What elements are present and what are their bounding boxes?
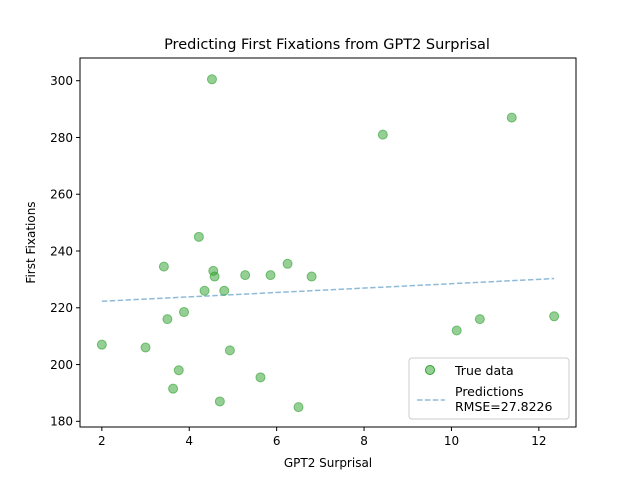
data-point-15 [224, 345, 235, 356]
data-layer [96, 74, 560, 413]
legend: True data Predictions RMSE=27.8226 [408, 357, 570, 420]
data-point-22 [377, 129, 388, 140]
legend-label-predictions: Predictions RMSE=27.8226 [455, 384, 553, 414]
data-point-26 [549, 311, 560, 322]
y-axis-label: First Fixations [24, 201, 38, 283]
y-tick-label-220: 220 [50, 301, 73, 315]
data-point-4 [162, 314, 173, 325]
data-point-9 [199, 285, 210, 296]
x-tick-label-10: 10 [444, 434, 459, 448]
data-point-17 [255, 372, 266, 383]
x-tick-label-6: 6 [273, 434, 281, 448]
x-tick-label-12: 12 [531, 434, 546, 448]
y-tick-label-180: 180 [50, 415, 73, 429]
x-tick-label-4: 4 [185, 434, 193, 448]
data-point-23 [451, 325, 462, 336]
axis-ticks: 2 4 6 8 10 12 180 200 220 240 260 280 300 [50, 74, 546, 448]
data-point-21 [306, 271, 317, 282]
prediction-line [101, 277, 555, 303]
data-point-20 [293, 402, 304, 413]
legend-label-predictions-line1: Predictions [455, 384, 524, 399]
data-point-16 [240, 270, 251, 281]
data-point-2 [140, 342, 151, 353]
data-point-18 [265, 270, 276, 281]
legend-marker-true-data [425, 365, 435, 375]
legend-label-predictions-line2: RMSE=27.8226 [455, 399, 553, 414]
data-point-7 [179, 307, 190, 318]
y-tick-label-260: 260 [50, 188, 73, 202]
y-tick-label-200: 200 [50, 358, 73, 372]
legend-label-true-data: True data [454, 363, 514, 378]
data-point-12 [209, 271, 220, 282]
data-point-13 [214, 396, 225, 407]
data-point-1 [96, 339, 107, 350]
x-tick-label-2: 2 [98, 434, 106, 448]
data-point-5 [168, 383, 179, 394]
data-point-8 [193, 231, 204, 242]
x-tick-label-8: 8 [360, 434, 368, 448]
y-tick-label-280: 280 [50, 131, 73, 145]
y-tick-label-240: 240 [50, 244, 73, 258]
data-point-24 [474, 314, 485, 325]
data-point-19 [282, 258, 293, 269]
data-point-3 [158, 261, 169, 272]
x-axis-label: GPT2 Surprisal [284, 456, 372, 470]
data-point-25 [506, 112, 517, 123]
y-tick-label-300: 300 [50, 74, 73, 88]
chart-title: Predicting First Fixations from GPT2 Sur… [164, 37, 490, 53]
legend-box [408, 357, 570, 420]
data-point-14 [219, 285, 230, 296]
data-point-6 [173, 365, 184, 376]
data-point-10 [206, 74, 217, 85]
